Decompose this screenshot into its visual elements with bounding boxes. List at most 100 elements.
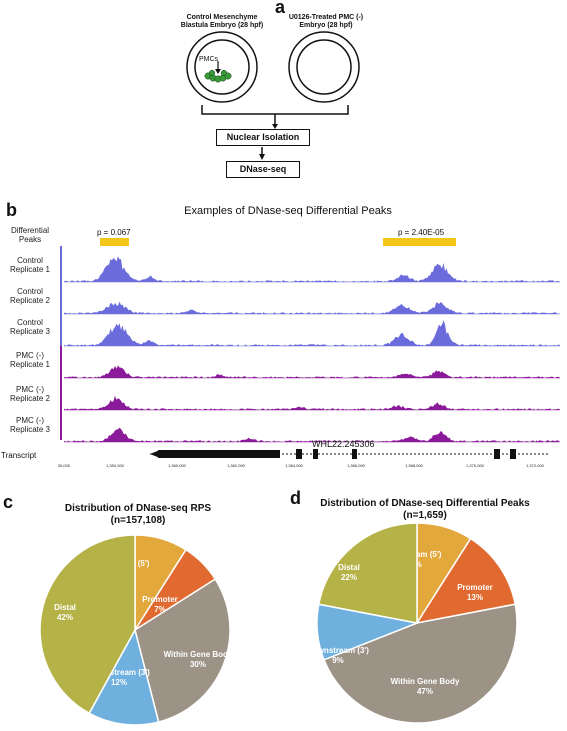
transcript-exon-1: [158, 450, 280, 458]
peak2-pvalue: p = 2.40E-05: [398, 228, 445, 237]
pie-pct-distal: 42%: [57, 613, 73, 622]
control-label-line2: Blastula Embryo (28 hpf): [180, 22, 264, 29]
track-label-4: PMC (-) Replicate 1: [0, 351, 60, 369]
track-label-1: Control Replicate 1: [0, 256, 60, 274]
transcript-exon-2: [296, 449, 302, 459]
peak2-bar: [383, 238, 456, 246]
transcript-exon-3: [313, 449, 318, 459]
pie-label-promoter: Promoter: [142, 595, 178, 604]
pie-d-subtitle: (n=1,659): [403, 510, 447, 521]
transcript-exon-5: [494, 449, 500, 459]
coord-label-3: 1,360,000: [168, 463, 187, 468]
differential-label-line2: Peaks: [18, 235, 42, 244]
control-embryo-inner: [194, 39, 250, 95]
pie-pct-promoter: 7%: [154, 605, 166, 614]
pie-slice-distal: [39, 534, 136, 715]
pie-pct-distal: 22%: [341, 573, 357, 582]
pie-slice-within-gene-body: [134, 578, 231, 723]
track-label-6-line1: PMC (-): [16, 416, 44, 425]
genome-tracks: 30,000 1,350,000 1,360,000 1,362,000 1,364,0…: [58, 246, 560, 468]
track-label-5: PMC (-) Replicate 2: [0, 385, 60, 403]
panel-b-title: Examples of DNase-seq Differential Peaks: [184, 205, 392, 217]
pie-slice-downstream-3: [88, 627, 160, 726]
transcript-arrow: [150, 450, 160, 458]
control-embryo-label: Control Mesenchyme Blastula Embryo (28 h…: [172, 14, 272, 30]
pie-pct-downstream-3: 9%: [332, 656, 344, 665]
pie-c-title-block: Distribution of DNase-seq RPS (n=157,108…: [28, 503, 248, 527]
coord-label-2: 1,350,000: [106, 463, 125, 468]
peak1-pvalue: p = 0.067: [97, 228, 131, 237]
pie-c-subtitle: (n=157,108): [110, 515, 166, 526]
pie-label-within-gene-body: Within Gene Body: [391, 677, 460, 686]
treated-label-line1: U0126-Treated PMC (-): [288, 14, 364, 21]
bracket-arrowhead: [272, 124, 278, 129]
track-label-6: PMC (-) Replicate 3: [0, 416, 60, 434]
track-label-4-line2: Replicate 1: [9, 360, 51, 369]
pie-label-distal: Distal: [338, 563, 360, 572]
transcript-label: Transcript: [1, 451, 37, 460]
pie-label-within-gene-body: Within Gene Body: [164, 650, 233, 659]
track-signal-6: [64, 427, 560, 442]
track-label-5-line2: Replicate 2: [9, 394, 51, 403]
pie-slice-within-gene-body: [323, 603, 518, 724]
track-signal-3: [64, 320, 560, 346]
pie-slice-distal: [317, 522, 418, 624]
transcript-exon-6: [510, 449, 516, 459]
track-label-2-line2: Replicate 2: [9, 296, 51, 305]
treated-embryo-inner: [296, 39, 352, 95]
panel-a-diagram: [186, 31, 360, 160]
track-label-3-line2: Replicate 3: [9, 327, 51, 336]
track-scale-bar: [60, 246, 62, 440]
peak1-bar: [100, 238, 129, 246]
treated-embryo-label: U0126-Treated PMC (-) Embryo (28 hpf): [276, 14, 376, 30]
panel-letter-c: c: [3, 492, 14, 512]
coord-label-4: 1,362,000: [227, 463, 246, 468]
differential-peaks-label: Differential Peaks: [0, 226, 60, 244]
track-label-2: Control Replicate 2: [0, 287, 60, 305]
treated-embryo-outer: [288, 31, 360, 103]
control-embryo-outer: [186, 31, 258, 103]
coord-label-7: 1,368,000: [405, 463, 424, 468]
dnase-seq-box: DNase-seq: [226, 161, 300, 178]
pie-pct-within-gene-body: 30%: [190, 660, 206, 669]
pmc-arrowhead: [215, 69, 221, 74]
differential-label-line1: Differential: [10, 226, 50, 235]
coord-label-6: 1,366,000: [347, 463, 366, 468]
track-label-5-line1: PMC (-): [16, 385, 44, 394]
track-signal-2: [64, 301, 560, 314]
nuclear-isolation-box: Nuclear Isolation: [216, 129, 310, 146]
pie-d-title-block: Distribution of DNase-seq Differential P…: [300, 498, 550, 522]
track-label-1-line1: Control: [17, 256, 43, 265]
pie-c-title: Distribution of DNase-seq RPS: [64, 503, 212, 514]
pie-label-downstream-3: Downstream (3'): [88, 668, 150, 677]
track-label-6-line2: Replicate 3: [9, 425, 51, 434]
pmc-cells: [204, 69, 232, 83]
pie-label-promoter: Promoter: [457, 583, 493, 592]
coord-label-8: 1,370,000: [466, 463, 485, 468]
step-arrowhead: [259, 154, 265, 160]
track-signal-1: [64, 256, 560, 282]
panel-letter-b: b: [6, 200, 17, 220]
track-signal-4: [64, 365, 560, 378]
bracket: [201, 105, 349, 115]
track-label-2-line1: Control: [17, 287, 43, 296]
treated-label-line2: Embryo (28 hpf): [299, 22, 353, 29]
panel-letter-d: d: [290, 488, 301, 508]
pie-slice-promoter: [415, 537, 517, 625]
track-label-3: Control Replicate 3: [0, 318, 60, 336]
transcript-exon-4: [352, 449, 357, 459]
gene-label: WHL22.245306: [312, 439, 375, 449]
coord-label-5: 1,364,000: [285, 463, 304, 468]
pie-d-title: Distribution of DNase-seq Differential P…: [320, 498, 530, 509]
pie-label-downstream-3: Downstream (3'): [310, 646, 369, 655]
control-label-line1: Control Mesenchyme: [186, 14, 258, 21]
pie-pct-promoter: 13%: [467, 593, 483, 602]
track-signal-5: [64, 395, 560, 410]
pie-pct-downstream-3: 12%: [111, 678, 127, 687]
pmc-label: PMCs: [199, 56, 219, 63]
track-label-1-line2: Replicate 1: [9, 265, 51, 274]
track-label-3-line1: Control: [17, 318, 43, 327]
track-scale-bar-pmc: [60, 346, 62, 440]
